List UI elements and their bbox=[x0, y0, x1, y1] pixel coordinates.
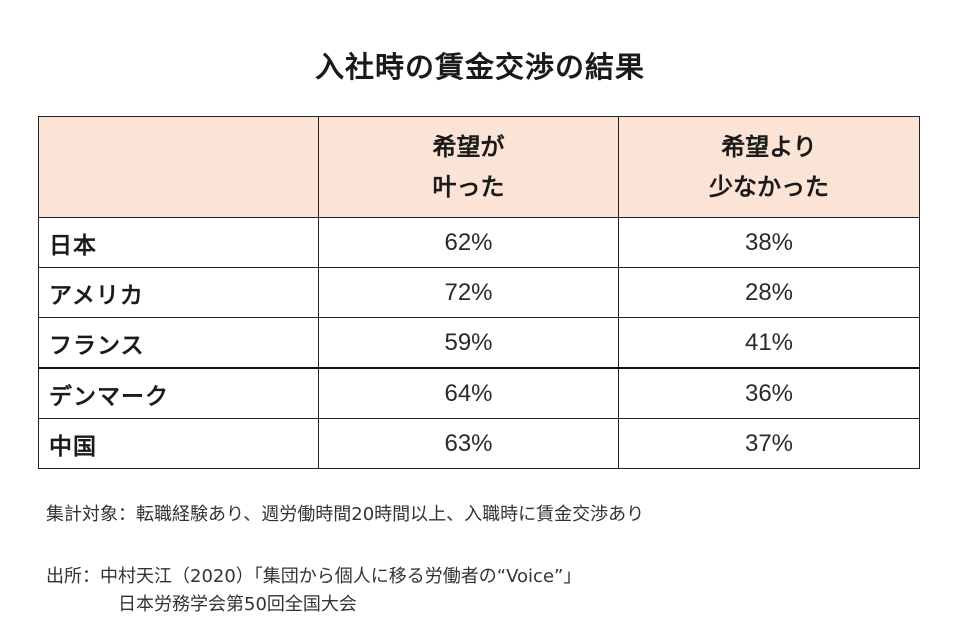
table-header-row: 希望が 叶った 希望より 少なかった bbox=[38, 116, 920, 218]
source-note-conference: 日本労務学会第50回全国大会 bbox=[118, 594, 357, 615]
cell-france-less: 41% bbox=[618, 317, 920, 369]
column-header-less-line1: 希望より bbox=[721, 133, 817, 161]
row-label-japan: 日本 bbox=[38, 217, 319, 268]
column-header-less: 希望より 少なかった bbox=[618, 116, 920, 218]
table-row: アメリカ 72% 28% bbox=[38, 267, 920, 318]
cell-denmark-less: 36% bbox=[618, 367, 920, 419]
table-row: 中国 63% 37% bbox=[38, 418, 920, 469]
cell-usa-less: 28% bbox=[618, 267, 920, 318]
column-header-less-line2: 少なかった bbox=[709, 173, 829, 201]
cell-denmark-fulfilled: 64% bbox=[318, 367, 619, 419]
row-label-denmark: デンマーク bbox=[38, 367, 319, 419]
column-header-fulfilled: 希望が 叶った bbox=[318, 116, 619, 218]
cell-japan-less: 38% bbox=[618, 217, 920, 268]
row-label-france: フランス bbox=[38, 317, 319, 369]
cell-china-less: 37% bbox=[618, 418, 920, 469]
row-label-usa: アメリカ bbox=[38, 267, 319, 318]
cell-japan-fulfilled: 62% bbox=[318, 217, 619, 268]
table-row: フランス 59% 41% bbox=[38, 317, 920, 369]
source-note: 出所：中村天江（2020）「集団から個人に移る労働者の“Voice”」 bbox=[46, 566, 582, 587]
column-header-fulfilled-line1: 希望が bbox=[432, 133, 505, 161]
result-table: 希望が 叶った 希望より 少なかった 日本 62% 38% アメリカ 72% 2… bbox=[38, 116, 920, 469]
table-corner-cell bbox=[38, 116, 319, 218]
cell-china-fulfilled: 63% bbox=[318, 418, 619, 469]
cell-france-fulfilled: 59% bbox=[318, 317, 619, 369]
cell-usa-fulfilled: 72% bbox=[318, 267, 619, 318]
table-row: デンマーク 64% 36% bbox=[38, 367, 920, 419]
chart-title: 入社時の賃金交渉の結果 bbox=[314, 50, 645, 84]
table-row: 日本 62% 38% bbox=[38, 217, 920, 268]
column-header-fulfilled-line2: 叶った bbox=[432, 173, 505, 201]
row-label-china: 中国 bbox=[38, 418, 319, 469]
scope-note: 集計対象：転職経験あり、週労働時間20時間以上、入職時に賃金交渉あり bbox=[46, 504, 645, 525]
